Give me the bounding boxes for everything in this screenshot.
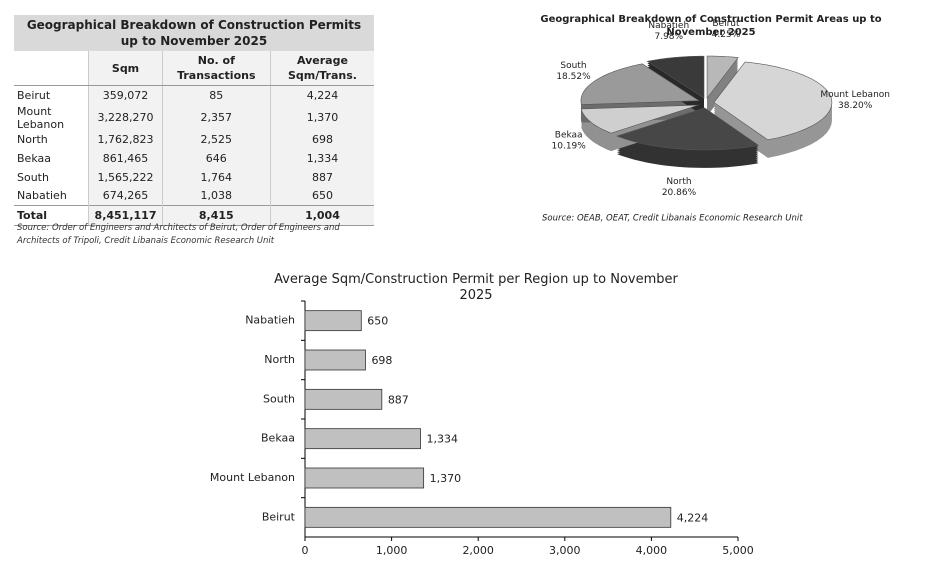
slice-value: 4.25% <box>712 30 741 40</box>
bar <box>304 310 362 332</box>
slice-value: 20.86% <box>662 188 697 198</box>
x-tick-label: 3,000 <box>549 544 581 557</box>
cell: 1,764 <box>161 167 271 187</box>
cell: 2,357 <box>161 104 271 131</box>
cell: 646 <box>161 149 271 168</box>
slice-value: 38.20% <box>838 101 873 111</box>
value-label: 1,370 <box>430 472 462 485</box>
value-label: 1,334 <box>427 433 459 446</box>
header-blank <box>14 51 89 86</box>
table-source: Source: Order of Engineers and Architect… <box>17 223 340 246</box>
cell: 861,465 <box>88 149 163 168</box>
bar <box>304 428 421 450</box>
cell: 650 <box>269 186 374 206</box>
y-tick-label: Mount Lebanon <box>210 471 295 484</box>
pie-slice <box>580 63 700 105</box>
cell: 1,565,222 <box>88 167 163 187</box>
pie-slice <box>706 55 739 99</box>
cell: 674,265 <box>88 186 163 206</box>
cell: 1,334 <box>269 149 374 168</box>
table-row: North 1,762,823 2,525 698 <box>14 130 374 150</box>
chart-title: Average Sqm/Construction Permit per Regi… <box>274 272 678 303</box>
slice-label: Mount Lebanon <box>820 90 890 100</box>
cell: 8,451,117 <box>88 204 163 226</box>
slice-value: 18.52% <box>556 72 591 82</box>
pie-slice <box>616 107 760 151</box>
pie-slice <box>646 55 705 99</box>
slice-value: 7.98% <box>654 32 683 42</box>
y-tick-label: North <box>264 353 295 366</box>
permits-table: Geographical Breakdown of Construction P… <box>14 15 374 226</box>
pie-slice <box>580 104 699 134</box>
y-tick-label: South <box>263 392 295 405</box>
bar <box>304 506 672 528</box>
row-label: Beirut <box>17 88 51 102</box>
cell: 8,415 <box>161 204 271 226</box>
cell: 1,762,823 <box>88 130 163 150</box>
row-label: North <box>17 133 48 147</box>
value-label: 698 <box>371 354 392 367</box>
pie-slice <box>713 61 833 141</box>
header: Average Sqm/Trans. <box>269 51 374 86</box>
y-tick-label: Bekaa <box>261 432 295 445</box>
bar <box>304 388 383 410</box>
value-label: 887 <box>388 393 409 406</box>
table-title: Geographical Breakdown of Construction P… <box>14 15 374 51</box>
x-tick-label: 5,000 <box>722 544 754 557</box>
x-tick-label: 1,000 <box>376 544 408 557</box>
x-tick-label: 0 <box>302 544 309 557</box>
value-label: 4,224 <box>677 511 709 524</box>
cell: 698 <box>269 130 374 150</box>
cell: 85 <box>161 85 271 105</box>
chart-title: Geographical Breakdown of Construction P… <box>540 14 881 38</box>
y-tick-label: Beirut <box>262 510 296 523</box>
chart-source: Source: OEAB, OEAT, Credit Libanais Econ… <box>542 214 803 224</box>
cell: 1,038 <box>161 186 271 206</box>
x-tick-label: 2,000 <box>462 544 494 557</box>
row-label: South <box>17 170 49 184</box>
row-label: Mount Lebanon <box>17 104 65 131</box>
row-label: Total <box>14 204 89 226</box>
row-label: Bekaa <box>17 151 51 165</box>
cell: 2,525 <box>161 130 271 150</box>
cell: 4,224 <box>269 85 374 105</box>
slice-value: 10.19% <box>552 142 587 152</box>
table-row: Bekaa 861,465 646 1,334 <box>14 149 374 168</box>
header: Sqm <box>88 51 163 86</box>
header: No. of Transactions <box>161 51 271 86</box>
cell: 887 <box>269 167 374 187</box>
slice-label: Bekaa <box>555 131 583 141</box>
slice-label: Nabatieh <box>648 21 689 31</box>
cell: 1,004 <box>269 204 374 226</box>
slice-label: Beirut <box>712 19 740 29</box>
cell: 3,228,270 <box>88 104 163 131</box>
bar <box>304 467 425 489</box>
row-label: Nabatieh <box>17 189 67 203</box>
slice-label: North <box>666 177 691 187</box>
value-label: 650 <box>367 315 388 328</box>
table-row: South 1,565,222 1,764 887 <box>14 167 374 187</box>
table-row: Beirut 359,072 85 4,224 <box>14 85 374 105</box>
y-tick-label: Nabatieh <box>245 314 295 327</box>
table-row: Mount Lebanon 3,228,270 2,357 1,370 <box>14 104 374 131</box>
slice-label: South <box>560 61 586 71</box>
x-tick-label: 4,000 <box>636 544 668 557</box>
cell: 1,370 <box>269 104 374 131</box>
bar <box>304 349 366 371</box>
table-row: Nabatieh 674,265 1,038 650 <box>14 186 374 206</box>
table-row: Total 8,451,117 8,415 1,004 <box>14 204 374 226</box>
cell: 359,072 <box>88 85 163 105</box>
